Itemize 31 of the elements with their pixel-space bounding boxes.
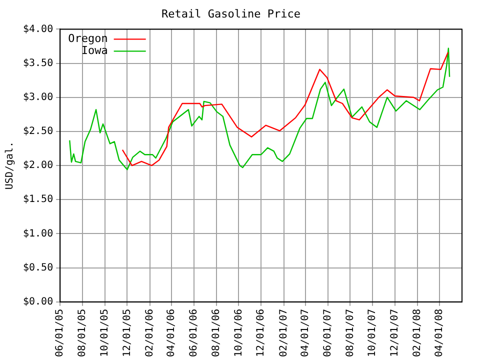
y-tick-label: $0.00: [22, 296, 54, 308]
x-tick-label: 06/01/07: [322, 308, 334, 358]
y-tick-label: $0.50: [22, 262, 54, 274]
x-tick-label: 08/01/07: [344, 308, 356, 358]
legend-label: Oregon: [68, 32, 108, 46]
y-axis-title: USD/gal.: [4, 141, 16, 190]
y-tick-label: $1.00: [22, 228, 54, 240]
y-tick-label: $4.00: [22, 24, 54, 35]
x-tick-label: 08/01/05: [77, 308, 88, 358]
y-tick-label: $2.00: [22, 160, 54, 172]
x-tick-label: 02/01/08: [412, 308, 424, 358]
y-tick-label: $3.00: [22, 92, 54, 103]
legend-label: Iowa: [81, 44, 108, 58]
x-tick-label: 06/01/06: [188, 308, 200, 358]
y-tick-label: $2.50: [22, 126, 54, 138]
chart-title: Retail Gasoline Price: [161, 7, 301, 20]
x-tick-label: 10/01/07: [367, 308, 378, 358]
y-tick-label: $3.50: [22, 58, 54, 69]
x-tick-label: 08/01/06: [210, 308, 222, 358]
x-tick-label: 04/01/06: [166, 308, 178, 358]
x-tick-label: 12/01/07: [389, 308, 400, 358]
x-tick-label: 12/01/05: [122, 308, 133, 358]
x-tick-label: 02/01/07: [278, 308, 290, 358]
x-tick-label: 04/01/08: [434, 308, 446, 358]
y-tick-label: $1.50: [22, 194, 54, 206]
x-tick-label: 06/01/05: [54, 308, 66, 358]
x-tick-label: 10/01/05: [99, 308, 110, 358]
x-tick-label: 12/01/06: [256, 308, 267, 358]
x-tick-label: 02/01/06: [144, 308, 156, 358]
x-tick-label: 10/01/06: [233, 308, 244, 358]
x-tick-label: 04/01/07: [300, 308, 312, 358]
